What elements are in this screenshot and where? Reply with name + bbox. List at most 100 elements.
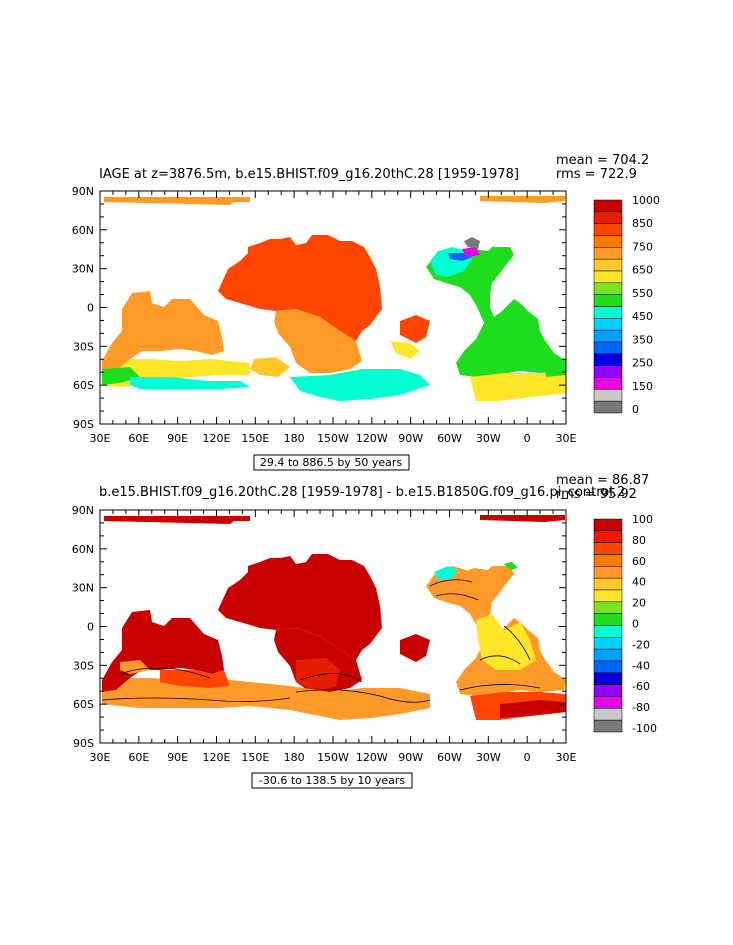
colorbar-swatch <box>593 247 623 260</box>
lon-label: 120E <box>203 751 231 764</box>
panel-1: IAGE at z=3876.5m, b.e15.BHIST.f09_g16.2… <box>72 153 660 471</box>
colorbar-swatch <box>593 353 623 366</box>
lat-label: 60S <box>73 379 94 392</box>
panel-1-contour-info-box <box>253 454 410 471</box>
lon-label: 120W <box>356 432 388 445</box>
colorbar-swatch <box>593 684 623 697</box>
panel-1-lat-labels: 90N 60N 30N 0 30S 60S 90S <box>72 185 94 431</box>
lat-label: 90N <box>72 504 94 517</box>
colorbar-swatch <box>593 270 623 284</box>
colorbar-label: 250 <box>632 357 653 370</box>
colorbar-label: 20 <box>632 597 646 610</box>
panel-1-title: IAGE at z=3876.5m, b.e15.BHIST.f09_g16.2… <box>99 167 519 182</box>
panel-2-rms: rms = 95.92 <box>556 487 637 502</box>
colorbar-swatch <box>593 708 623 721</box>
colorbar-swatch <box>593 589 623 603</box>
panel-2-contour-info-box <box>251 772 413 789</box>
lat-label: 30N <box>72 582 94 595</box>
colorbar-swatch <box>593 318 623 331</box>
lon-label: 120W <box>356 751 388 764</box>
panel-2: b.e15.BHIST.f09_g16.20thC.28 [1959-1978]… <box>72 473 657 789</box>
panel-2-contour-info: -30.6 to 138.5 by 10 years <box>259 774 406 787</box>
lon-label: 120E <box>203 432 231 445</box>
colorbar-label: -100 <box>632 722 657 735</box>
colorbar-swatch <box>593 637 623 650</box>
colorbar-swatch <box>593 294 623 307</box>
colorbar-label: 650 <box>632 264 653 277</box>
colorbar-swatch <box>593 601 623 614</box>
colorbar-label: 80 <box>632 534 646 547</box>
lon-label: 30E <box>90 751 111 764</box>
lon-label: 30E <box>90 432 111 445</box>
colorbar-swatch <box>593 341 623 355</box>
panel-2-lon-ticks <box>99 510 567 743</box>
colorbar-label: 40 <box>632 576 646 589</box>
panel-2-title: b.e15.BHIST.f09_g16.20thC.28 [1959-1978]… <box>99 485 625 500</box>
panel-2-mean: mean = 86.87 <box>556 473 649 488</box>
panel-2-lon-labels: 30E 60E 90E 120E 150E 180 150W 120W 90W 60W 30W 0 30… <box>90 751 577 764</box>
colorbar-swatch <box>593 223 623 236</box>
panel-1-contour-info: 29.4 to 886.5 by 50 years <box>260 456 403 469</box>
colorbar-label: 750 <box>632 240 653 253</box>
lon-label: 150W <box>317 751 349 764</box>
lon-label: 30E <box>556 432 577 445</box>
colorbar-swatch <box>593 306 623 319</box>
lat-label: 60N <box>72 543 94 556</box>
lat-label: 90S <box>73 418 94 431</box>
colorbar-swatch <box>593 400 623 414</box>
colorbar-swatch <box>593 566 623 579</box>
lon-label: 150W <box>317 432 349 445</box>
lon-label: 30E <box>556 751 577 764</box>
colorbar-label: 850 <box>632 217 653 230</box>
colorbar-label: 550 <box>632 287 653 300</box>
panel-1-rms: rms = 722.9 <box>556 167 637 182</box>
colorbar-swatch <box>593 377 623 390</box>
colorbar-swatch <box>593 660 623 674</box>
panel-2-lat-labels: 90N 60N 30N 0 30S 60S 90S <box>72 504 94 750</box>
colorbar-label: 0 <box>632 618 639 631</box>
colorbar-swatch <box>593 389 623 402</box>
panel-1-lon-ticks <box>99 191 567 424</box>
colorbar-label: 0 <box>632 403 639 416</box>
lon-label: 60W <box>437 751 462 764</box>
colorbar-swatch <box>593 719 623 733</box>
lon-label: 150E <box>241 751 269 764</box>
lon-label: 180 <box>284 751 305 764</box>
panel-2-map <box>99 509 567 744</box>
lon-label: 180 <box>284 432 305 445</box>
lat-label: 30S <box>73 659 94 672</box>
panel-1-map <box>99 190 567 425</box>
colorbar-swatch <box>593 625 623 638</box>
colorbar-label: 100 <box>632 513 653 526</box>
lon-label: 0 <box>524 751 531 764</box>
lon-label: 90E <box>167 432 188 445</box>
lon-label: 60E <box>128 432 149 445</box>
colorbar-swatch <box>593 282 623 295</box>
lat-label: 0 <box>87 621 94 634</box>
lat-label: 60S <box>73 698 94 711</box>
lat-label: 30N <box>72 263 94 276</box>
panel-1-lon-labels: 30E 60E 90E 120E 150E 180 150W 120W 90W 60W 30W 0 30… <box>90 432 577 445</box>
colorbar-swatch <box>593 199 623 213</box>
lon-label: 30W <box>476 432 501 445</box>
colorbar-swatch <box>593 613 623 626</box>
colorbar-swatch <box>593 672 623 685</box>
colorbar-label: 1000 <box>632 194 660 207</box>
colorbar-label: -20 <box>632 638 650 651</box>
lon-label: 60E <box>128 751 149 764</box>
lon-label: 150E <box>241 432 269 445</box>
panel-2-lat-ticks <box>100 509 566 744</box>
colorbar-swatch <box>593 530 623 543</box>
colorbar-swatch <box>593 542 623 555</box>
colorbar-swatch <box>593 365 623 378</box>
colorbar-swatch <box>593 258 623 272</box>
lat-label: 60N <box>72 224 94 237</box>
colorbar-label: -80 <box>632 701 650 714</box>
lat-label: 90S <box>73 737 94 750</box>
panel-1-mean: mean = 704.2 <box>556 153 649 168</box>
lon-label: 90W <box>398 432 423 445</box>
panel-1-colorbar-labels: 1000 850 750 650 550 450 350 250 150 0 <box>632 194 660 416</box>
colorbar-label: 150 <box>632 380 653 393</box>
panel-1-colorbar <box>593 199 623 414</box>
